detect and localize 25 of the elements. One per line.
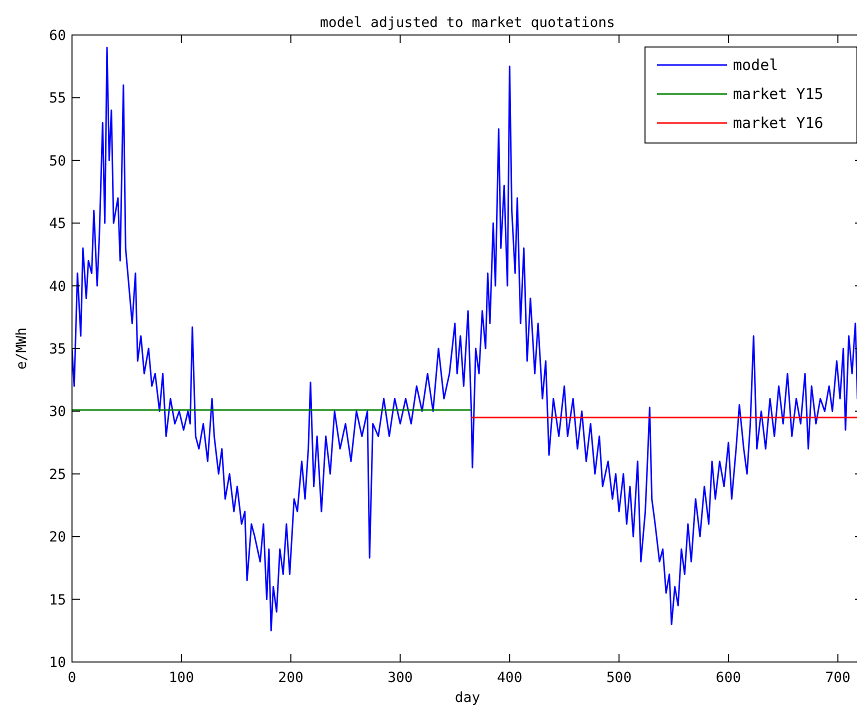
y-tick-label: 25 [49,466,66,483]
x-tick-label: 0 [68,670,76,686]
x-tick-label: 500 [606,670,632,686]
y-tick-label: 55 [49,90,66,107]
legend-label: model [733,56,778,74]
y-tick-label: 40 [49,278,66,295]
y-tick-label: 30 [49,404,66,420]
legend-label: market Y15 [733,85,824,103]
x-tick-label: 600 [716,670,742,686]
y-tick-label: 10 [49,655,66,671]
x-tick-label: 100 [168,670,194,686]
x-axis-title: day [454,690,480,706]
x-tick-label: 300 [388,670,413,686]
y-tick-label: 35 [49,342,66,358]
x-tick-label: 700 [825,670,850,686]
y-tick-label: 20 [49,530,66,546]
legend-label: market Y16 [733,114,824,132]
x-tick-label: 200 [278,670,304,686]
y-tick-label: 50 [49,153,66,170]
x-tick-label: 400 [496,670,522,686]
chart-title: model adjusted to market quotations [320,15,616,31]
y-tick-label: 15 [49,592,66,608]
y-axis-title: e/MWh [14,327,30,370]
y-tick-label: 60 [49,28,66,44]
y-tick-label: 45 [49,216,66,232]
